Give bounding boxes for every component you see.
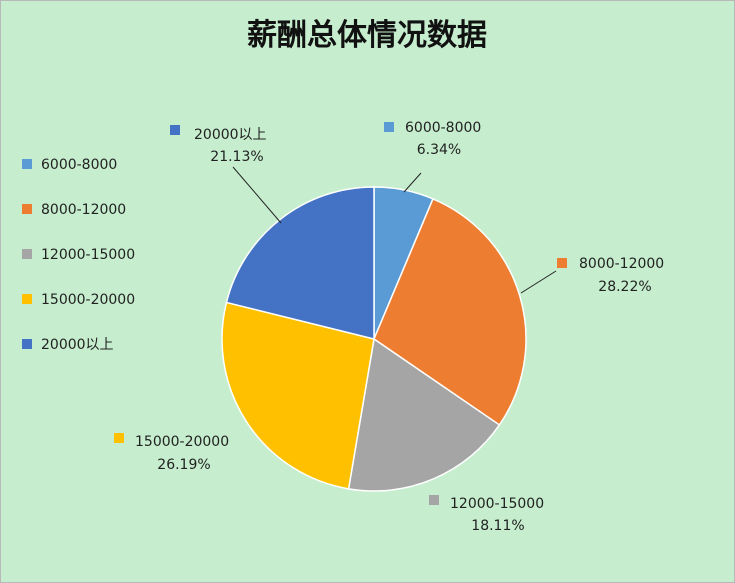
data-label-value-4: 26.19%: [157, 457, 210, 473]
data-label-marker-3: [429, 495, 439, 505]
legend: 6000-8000 8000-12000 12000-15000 15000-2000…: [22, 157, 135, 353]
data-label-value-1: 6.34%: [417, 142, 461, 158]
data-label-category-5: 20000以上: [194, 127, 267, 143]
leader-line-5: [232, 166, 282, 224]
legend-label-3: 12000-15000: [41, 247, 135, 263]
data-label-marker-5: [170, 125, 180, 135]
legend-swatch-4: [22, 294, 32, 304]
data-label-category-2: 8000-12000: [579, 256, 664, 272]
chart-title: 薪酬总体情况数据: [247, 18, 487, 53]
legend-swatch-5: [22, 339, 32, 349]
leader-line-2: [520, 270, 557, 294]
legend-label-1: 6000-8000: [41, 157, 117, 173]
leader-line-1: [403, 172, 422, 193]
data-label-value-2: 28.22%: [598, 279, 651, 295]
data-labels: 6000-8000 6.34% 8000-12000 28.22% 12000-1500…: [114, 120, 664, 534]
legend-swatch-1: [22, 159, 32, 169]
pie-slice-2: [373, 197, 527, 426]
pie-slice-3: [347, 337, 501, 492]
legend-label-5: 20000以上: [41, 337, 114, 353]
data-label-value-5: 21.13%: [210, 149, 263, 165]
data-label-category-3: 12000-15000: [450, 496, 544, 512]
leader-lines: [232, 166, 557, 294]
pie-slice-4: [221, 301, 375, 490]
legend-swatch-3: [22, 249, 32, 259]
data-label-marker-4: [114, 433, 124, 443]
pie-slices: [221, 186, 527, 492]
pie-slice-5: [225, 186, 375, 340]
data-label-category-1: 6000-8000: [405, 120, 481, 136]
legend-swatch-2: [22, 204, 32, 214]
data-label-value-3: 18.11%: [471, 518, 524, 534]
data-label-marker-1: [384, 122, 394, 132]
data-label-marker-2: [557, 258, 567, 268]
data-label-category-4: 15000-20000: [135, 434, 229, 450]
legend-label-2: 8000-12000: [41, 202, 126, 218]
legend-label-4: 15000-20000: [41, 292, 135, 308]
